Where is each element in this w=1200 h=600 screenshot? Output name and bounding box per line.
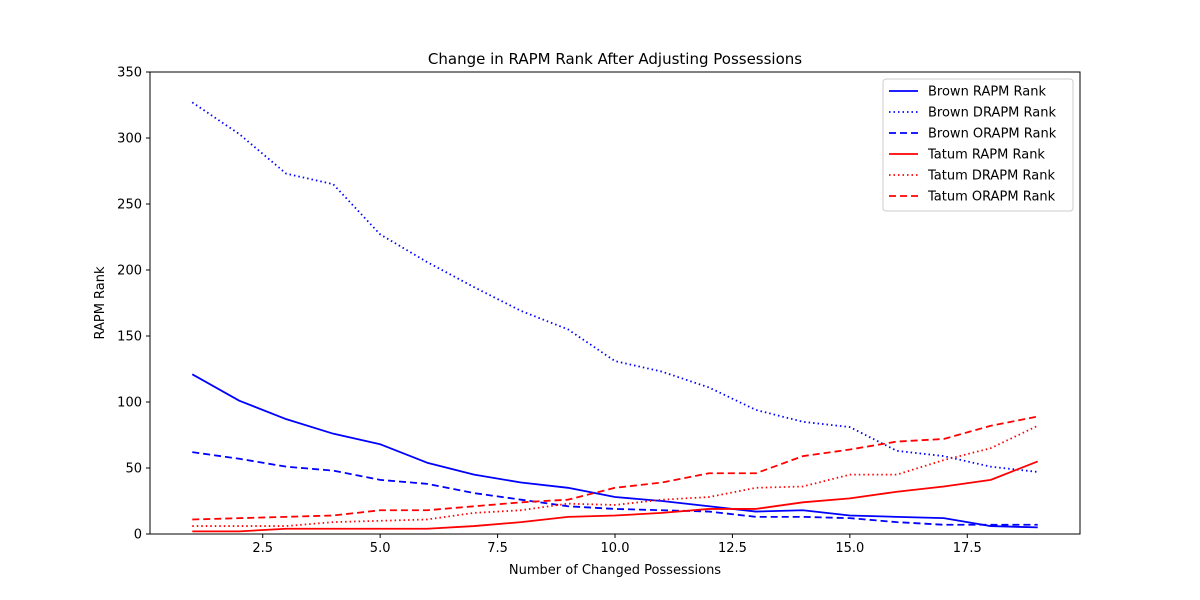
x-tick-label: 15.0 [835,541,864,556]
x-tick-label: 2.5 [252,541,273,556]
x-axis-label: Number of Changed Possessions [509,563,721,578]
y-tick-label: 0 [134,528,142,543]
legend-label: Tatum RAPM Rank [927,148,1045,163]
y-tick-label: 350 [117,66,142,81]
chart-title: Change in RAPM Rank After Adjusting Poss… [428,50,802,68]
series-line-1 [191,373,1038,529]
y-tick-label: 200 [117,264,142,279]
legend-label: Tatum ORAPM Rank [927,190,1056,205]
series-line-5 [192,424,1039,527]
x-tick-label: 17.5 [953,541,982,556]
y-axis-label: RAPM Rank [93,266,108,340]
series-line-6 [192,415,1038,521]
legend-box [882,78,1074,212]
legend-label: Tatum DRAPM Rank [927,169,1055,184]
legend-label: Brown ORAPM Rank [928,127,1057,142]
x-tick-label: 10.0 [601,541,630,556]
x-tick-label: 7.5 [487,541,508,556]
legend: Brown RAPM Rank Brown DRAPM Rank Brown ORA… [882,78,1074,212]
y-tick-label: 150 [117,330,142,345]
legend-label: Brown DRAPM Rank [928,106,1056,121]
series-line-3 [192,451,1038,526]
x-tick-label: 12.5 [718,541,747,556]
y-tick-label: 300 [117,132,142,147]
y-tick-label: 100 [117,396,142,411]
legend-label: Brown RAPM Rank [928,85,1046,100]
plot-area: 2.5 5.0 7.5 10.0 12.5 15.0 17.5 0 50 100 150 200 250… [117,66,1081,556]
y-tick-label: 250 [117,198,142,213]
y-tick-label: 50 [125,462,142,477]
series-line-4 [192,460,1039,533]
x-tick-label: 5.0 [370,541,391,556]
